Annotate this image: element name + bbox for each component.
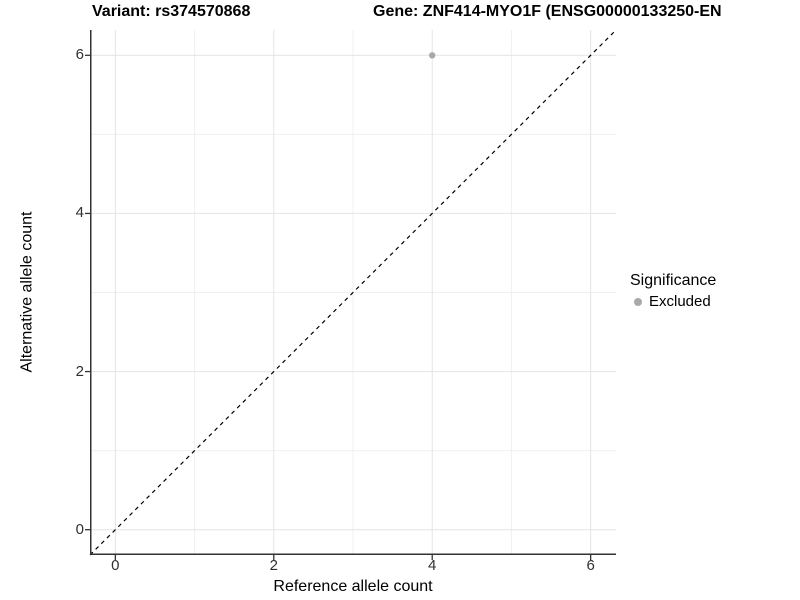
plot-panel (85, 29, 617, 560)
identity-reference-line (89, 29, 617, 556)
plot-canvas (85, 29, 617, 560)
x-tick-label: 2 (269, 557, 278, 574)
y-tick-label: 2 (75, 362, 84, 380)
plot-title-gene: Gene: ZNF414-MYO1F (ENSG00000133250-EN (373, 3, 722, 20)
plot-title-variant: Variant: rs374570868 (92, 3, 251, 20)
data-point (429, 52, 436, 59)
legend-point-swatch (634, 298, 642, 306)
y-tick-label: 6 (75, 46, 84, 64)
legend-item-label: Excluded (649, 293, 711, 310)
y-tick-label: 4 (75, 204, 84, 222)
x-axis-title: Reference allele count (273, 578, 433, 595)
x-tick-label: 0 (111, 557, 120, 574)
legend-item-excluded: Excluded (630, 293, 716, 311)
legend: Significance Excluded (630, 271, 716, 311)
y-axis-title: Alternative allele count (18, 211, 36, 373)
y-tick-label: 0 (75, 520, 84, 538)
x-tick-label: 6 (586, 557, 595, 574)
legend-title: Significance (630, 272, 717, 289)
x-tick-label: 4 (428, 557, 437, 574)
